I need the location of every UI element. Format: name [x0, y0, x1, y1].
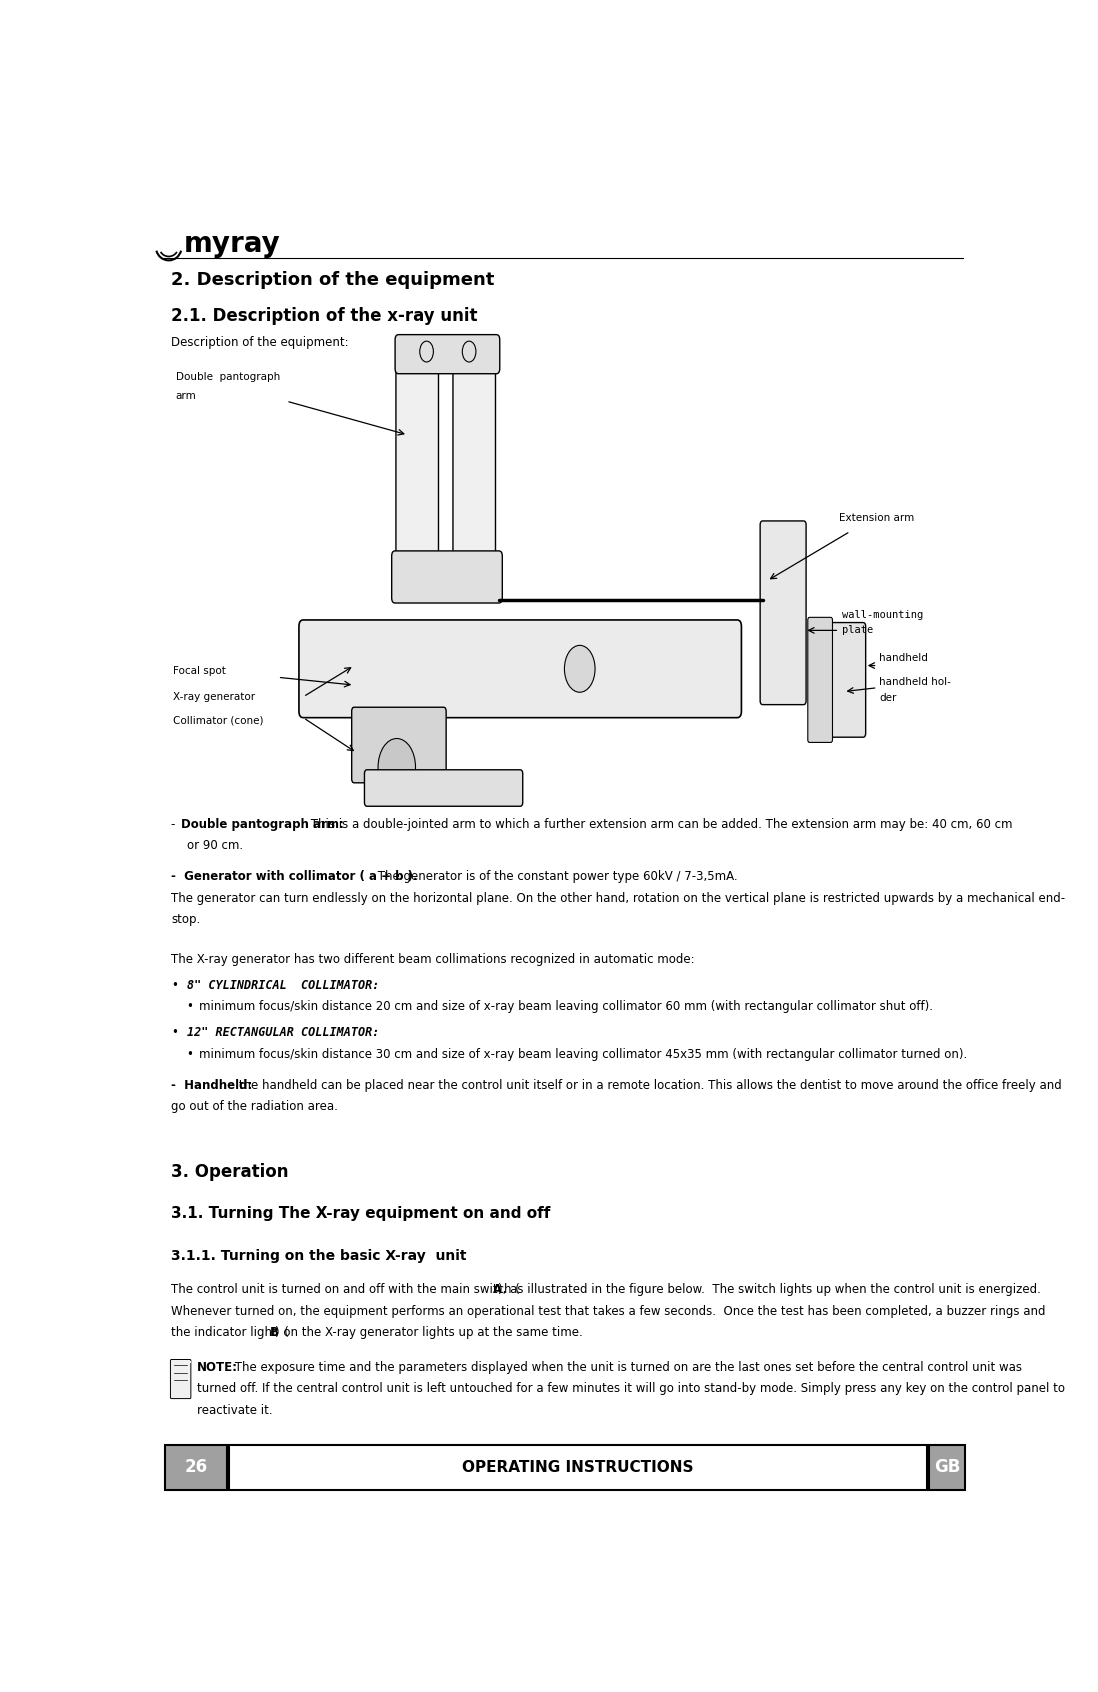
Text: Double pantograph arm:: Double pantograph arm:: [181, 817, 345, 831]
FancyBboxPatch shape: [299, 619, 741, 717]
Text: 3. Operation: 3. Operation: [171, 1162, 289, 1181]
Text: 2. Description of the equipment: 2. Description of the equipment: [171, 271, 495, 289]
Text: or 90 cm.: or 90 cm.: [187, 839, 243, 853]
Text: minimum focus/skin distance 30 cm and size of x-ray beam leaving collimator 45x3: minimum focus/skin distance 30 cm and si…: [199, 1047, 966, 1061]
Text: The X-ray generator has two different beam collimations recognized in automatic : The X-ray generator has two different be…: [171, 953, 695, 966]
Text: The generator can turn endlessly on the horizontal plane. On the other hand, rot: The generator can turn endlessly on the …: [171, 892, 1065, 905]
Bar: [930, 1445, 965, 1491]
Text: 26: 26: [184, 1459, 208, 1477]
Text: The exposure time and the parameters displayed when the unit is turned on are th: The exposure time and the parameters dis…: [231, 1360, 1022, 1374]
Text: Collimator (cone): Collimator (cone): [173, 716, 264, 726]
Text: reactivate it.: reactivate it.: [197, 1404, 272, 1416]
Text: ), as illustrated in the figure below.  The switch lights up when the control un: ), as illustrated in the figure below. T…: [498, 1283, 1041, 1296]
Text: •: •: [171, 1027, 178, 1039]
Text: wall-mounting: wall-mounting: [842, 609, 923, 619]
Text: handheld: handheld: [879, 653, 928, 663]
FancyBboxPatch shape: [828, 623, 865, 738]
Bar: [229, 1445, 927, 1491]
Text: •: •: [187, 1000, 193, 1014]
Text: A: A: [493, 1283, 502, 1296]
Text: Extension arm: Extension arm: [839, 513, 915, 523]
Text: X-ray generator: X-ray generator: [173, 692, 255, 702]
Text: arm: arm: [176, 391, 197, 401]
Text: This is a double-jointed arm to which a further extension arm can be added. The : This is a double-jointed arm to which a …: [307, 817, 1013, 831]
Text: Focal spot: Focal spot: [173, 665, 226, 675]
Circle shape: [462, 342, 475, 362]
FancyBboxPatch shape: [396, 354, 438, 563]
FancyBboxPatch shape: [392, 552, 502, 602]
FancyBboxPatch shape: [453, 354, 495, 563]
Text: The control unit is turned on and off with the main switch (: The control unit is turned on and off wi…: [171, 1283, 520, 1296]
Text: •: •: [171, 980, 178, 992]
FancyBboxPatch shape: [395, 335, 500, 374]
Text: myray: myray: [184, 230, 281, 259]
Text: Whenever turned on, the equipment performs an operational test that takes a few : Whenever turned on, the equipment perfor…: [171, 1305, 1045, 1318]
Text: GB: GB: [934, 1459, 961, 1477]
Text: OPERATING INSTRUCTIONS: OPERATING INSTRUCTIONS: [462, 1460, 694, 1475]
Text: the handheld can be placed near the control unit itself or in a remote location.: the handheld can be placed near the cont…: [235, 1078, 1062, 1091]
Bar: [166, 1445, 226, 1491]
Text: minimum focus/skin distance 20 cm and size of x-ray beam leaving collimator 60 m: minimum focus/skin distance 20 cm and si…: [199, 1000, 932, 1014]
Text: ) on the X-ray generator lights up at the same time.: ) on the X-ray generator lights up at th…: [276, 1327, 583, 1340]
Text: The generator is of the constant power type 60kV / 7-3,5mA.: The generator is of the constant power t…: [373, 870, 738, 883]
Text: turned off. If the central control unit is left untouched for a few minutes it w: turned off. If the central control unit …: [197, 1382, 1065, 1396]
Circle shape: [378, 738, 415, 795]
Text: NOTE:: NOTE:: [197, 1360, 238, 1374]
Text: stop.: stop.: [171, 914, 201, 926]
Text: B: B: [270, 1327, 279, 1340]
Text: the indicator light  (: the indicator light (: [171, 1327, 289, 1340]
FancyBboxPatch shape: [351, 707, 446, 783]
Text: -  Handheld:: - Handheld:: [171, 1078, 253, 1091]
FancyBboxPatch shape: [760, 521, 806, 704]
Text: der: der: [879, 694, 897, 702]
Text: plate: plate: [842, 624, 873, 634]
FancyBboxPatch shape: [365, 770, 523, 807]
Text: Double  pantograph: Double pantograph: [176, 372, 280, 382]
FancyBboxPatch shape: [808, 618, 832, 743]
Circle shape: [564, 645, 595, 692]
Text: Description of the equipment:: Description of the equipment:: [171, 337, 349, 349]
FancyBboxPatch shape: [170, 1359, 191, 1399]
Text: 2.1. Description of the x-ray unit: 2.1. Description of the x-ray unit: [171, 308, 478, 325]
Text: 3.1.1. Turning on the basic X-ray  unit: 3.1.1. Turning on the basic X-ray unit: [171, 1249, 467, 1262]
Text: 8" CYLINDRICAL  COLLIMATOR:: 8" CYLINDRICAL COLLIMATOR:: [187, 980, 379, 992]
Text: handheld hol-: handheld hol-: [879, 677, 951, 687]
Text: -  Generator with collimator ( a + b ).: - Generator with collimator ( a + b ).: [171, 870, 418, 883]
Text: -: -: [171, 817, 179, 831]
Text: 12" RECTANGULAR COLLIMATOR:: 12" RECTANGULAR COLLIMATOR:: [187, 1027, 379, 1039]
Text: go out of the radiation area.: go out of the radiation area.: [171, 1100, 338, 1113]
Circle shape: [419, 342, 434, 362]
Text: 3.1. Turning The X-ray equipment on and off: 3.1. Turning The X-ray equipment on and …: [171, 1206, 551, 1222]
Text: •: •: [187, 1047, 193, 1061]
